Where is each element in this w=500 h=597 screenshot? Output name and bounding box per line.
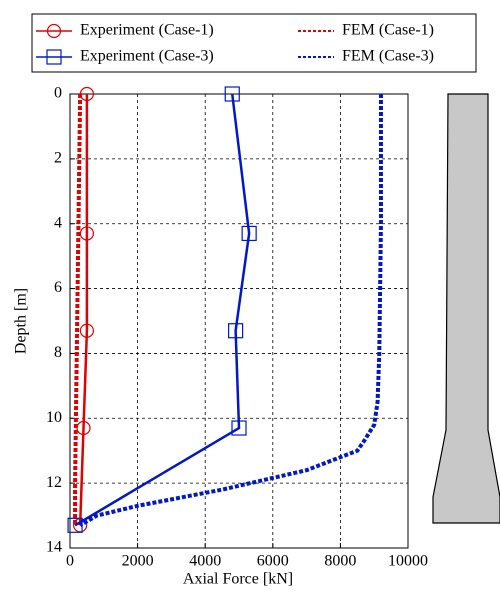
plot-frame [69, 93, 409, 549]
y-tick-label: 6 [54, 279, 62, 296]
y-tick-label: 4 [54, 214, 62, 231]
marker [79, 86, 95, 102]
legend-box [31, 13, 477, 73]
x-axis-label: Axial Force [kN] [183, 571, 293, 588]
x-tick-label: 2000 [122, 553, 154, 570]
series-line [79, 94, 383, 528]
y-tick-label: 14 [46, 539, 62, 556]
series-line [74, 93, 251, 527]
legend-label: FEM (Case-3) [342, 48, 434, 65]
marker [46, 49, 62, 65]
pile-shape [432, 93, 500, 524]
marker [79, 226, 95, 241]
marker [224, 86, 240, 102]
marker [79, 323, 95, 338]
legend-label: FEM (Case-1) [342, 22, 434, 39]
y-tick-label: 0 [54, 85, 62, 102]
y-tick-label: 8 [54, 344, 62, 361]
marker [46, 23, 62, 39]
legend-label: Experiment (Case-1) [80, 22, 214, 39]
legend-label: Experiment (Case-3) [80, 48, 214, 65]
series-line [78, 94, 89, 526]
marker [76, 420, 91, 436]
x-tick-label: 10000 [388, 553, 428, 570]
y-axis-label: Depth [m] [13, 288, 30, 354]
y-tick-label: 12 [46, 474, 62, 491]
x-tick-label: 0 [66, 553, 74, 570]
series-line [73, 93, 83, 526]
x-tick-label: 8000 [324, 553, 356, 570]
y-tick-label: 10 [46, 409, 62, 426]
x-tick-label: 6000 [257, 553, 289, 570]
y-tick-label: 2 [54, 150, 62, 167]
marker [241, 225, 257, 242]
x-tick-label: 4000 [189, 553, 221, 570]
marker [228, 323, 244, 339]
marker [231, 420, 247, 436]
